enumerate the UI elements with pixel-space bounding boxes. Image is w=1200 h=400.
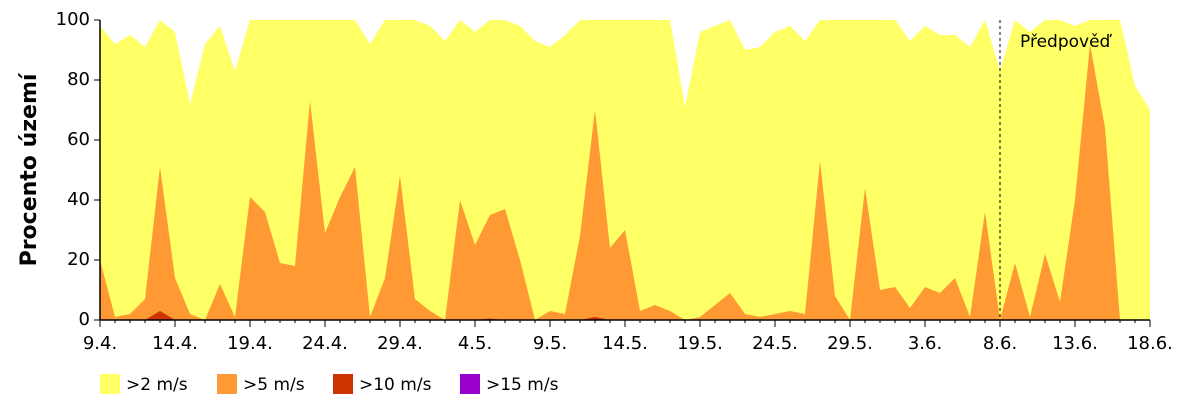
- x-tick-label: 13.6.: [1052, 333, 1098, 354]
- x-tick-label: 24.4.: [302, 333, 348, 354]
- x-tick-label: 9.5.: [533, 333, 567, 354]
- x-tick-label: 19.4.: [227, 333, 273, 354]
- legend-swatch: [460, 374, 480, 394]
- x-tick-label: 3.6.: [908, 333, 942, 354]
- y-tick-label: 60: [67, 129, 90, 150]
- x-tick-label: 9.4.: [83, 333, 117, 354]
- x-tick-label: 4.5.: [458, 333, 492, 354]
- legend-label: >2 m/s: [126, 375, 188, 395]
- legend-swatch: [333, 374, 353, 394]
- legend-label: >10 m/s: [359, 375, 432, 395]
- x-tick-label: 14.4.: [152, 333, 198, 354]
- y-tick-label: 40: [67, 189, 90, 210]
- legend-swatch: [217, 374, 237, 394]
- x-tick-label: 18.6.: [1127, 333, 1173, 354]
- x-tick-label: 24.5.: [752, 333, 798, 354]
- area: [100, 44, 1150, 320]
- x-tick-label: 19.5.: [677, 333, 723, 354]
- x-tick-label: 29.5.: [827, 333, 873, 354]
- legend-label: >5 m/s: [243, 375, 305, 395]
- y-tick-label: 100: [56, 9, 90, 30]
- x-tick-label: 29.4.: [377, 333, 423, 354]
- y-tick-label: 80: [67, 69, 90, 90]
- legend-label: >15 m/s: [486, 375, 559, 395]
- y-tick-label: 20: [67, 249, 90, 270]
- annotation: Předpověď: [1020, 32, 1113, 52]
- x-tick-label: 8.6.: [983, 333, 1017, 354]
- y-axis-title: Procento území: [17, 72, 42, 266]
- y-tick-label: 0: [79, 309, 90, 330]
- legend-swatch: [100, 374, 120, 394]
- x-tick-label: 14.5.: [602, 333, 648, 354]
